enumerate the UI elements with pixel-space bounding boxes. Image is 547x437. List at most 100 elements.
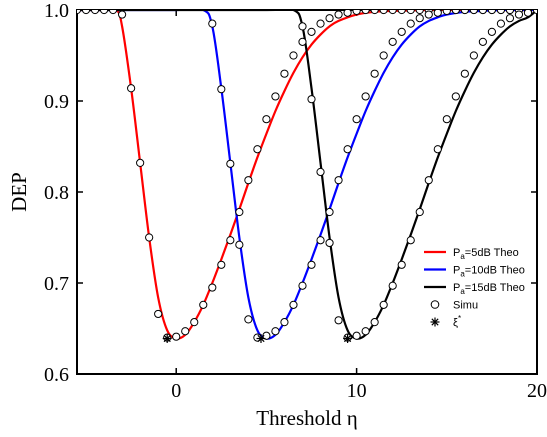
simu-marker bbox=[379, 10, 388, 15]
simu-marker bbox=[352, 331, 361, 340]
legend-swatch bbox=[430, 317, 440, 327]
simu-marker bbox=[370, 10, 379, 15]
simu-marker bbox=[316, 167, 325, 177]
xi-star-marker bbox=[162, 334, 172, 344]
simu-marker bbox=[361, 327, 370, 336]
legend-label: ξ* bbox=[453, 314, 461, 329]
simu-marker bbox=[514, 10, 524, 19]
simu-marker bbox=[451, 92, 460, 101]
simu-marker bbox=[334, 10, 343, 19]
simu-marker bbox=[262, 331, 271, 340]
simu-marker bbox=[388, 37, 397, 46]
simu-marker bbox=[298, 281, 307, 290]
simu-marker bbox=[208, 283, 217, 292]
simu-marker bbox=[217, 260, 226, 269]
simu-marker bbox=[379, 300, 388, 309]
simu-marker bbox=[406, 236, 415, 245]
simu-marker bbox=[442, 115, 451, 124]
simu-marker bbox=[325, 238, 334, 248]
xi-star-marker bbox=[256, 334, 266, 344]
simu-marker bbox=[424, 176, 433, 185]
simu-marker bbox=[325, 14, 334, 23]
simu-marker bbox=[397, 27, 406, 36]
simu-marker bbox=[415, 207, 424, 217]
simu-marker bbox=[397, 260, 406, 269]
xi-star-marker bbox=[343, 334, 353, 344]
simu-marker bbox=[181, 327, 190, 336]
simu-marker bbox=[235, 207, 244, 217]
simu-marker bbox=[487, 27, 497, 36]
y-tick-label: 0.8 bbox=[44, 182, 69, 204]
simu-marker bbox=[217, 85, 226, 94]
x-tick-label: 0 bbox=[171, 380, 181, 402]
simu-marker bbox=[208, 19, 217, 28]
simu-marker bbox=[99, 10, 109, 15]
simu-marker bbox=[460, 10, 469, 15]
simu-marker bbox=[334, 176, 343, 185]
simu-marker bbox=[298, 22, 307, 31]
simu-marker bbox=[307, 27, 316, 36]
y-tick-label: 0.7 bbox=[44, 273, 69, 295]
axis-ticks: 0 10 20 0.6 0.7 0.8 0.9 1.0 bbox=[44, 0, 547, 402]
simu-marker bbox=[469, 10, 478, 15]
simu-marker bbox=[361, 92, 370, 101]
simu-marker bbox=[370, 318, 379, 327]
x-tick-label: 20 bbox=[527, 380, 547, 402]
simu-marker bbox=[117, 10, 127, 19]
simu-marker bbox=[262, 115, 271, 124]
simu-marker bbox=[442, 10, 451, 16]
simu-marker bbox=[406, 19, 415, 28]
simu-marker bbox=[352, 10, 361, 16]
plot-frame bbox=[76, 9, 538, 375]
simu-marker bbox=[145, 233, 154, 242]
simu-marker bbox=[81, 10, 91, 15]
y-tick-label: 0.9 bbox=[44, 91, 69, 113]
marker-layer bbox=[77, 10, 537, 344]
simu-marker bbox=[352, 115, 361, 124]
simu-marker bbox=[397, 10, 406, 15]
legend-label: Pa=5dB Theo bbox=[453, 247, 519, 261]
simu-marker bbox=[451, 10, 460, 15]
simu-marker bbox=[532, 10, 537, 15]
simu-marker bbox=[271, 327, 280, 336]
simu-marker bbox=[244, 176, 253, 185]
simu-marker bbox=[370, 69, 379, 78]
simu-marker bbox=[235, 240, 244, 249]
simu-marker bbox=[424, 10, 433, 19]
simu-marker bbox=[325, 207, 334, 217]
simu-marker bbox=[280, 318, 289, 327]
simu-marker bbox=[496, 19, 506, 28]
simu-marker bbox=[226, 159, 235, 168]
simu-marker bbox=[307, 260, 316, 269]
legend-label: Simu bbox=[453, 300, 478, 312]
simu-marker bbox=[136, 158, 145, 167]
simu-marker bbox=[298, 37, 307, 46]
simu-marker bbox=[523, 10, 533, 17]
simu-marker bbox=[316, 19, 325, 28]
legend-swatch bbox=[430, 300, 440, 309]
simu-marker bbox=[253, 145, 262, 154]
simu-marker bbox=[334, 316, 343, 325]
simu-marker bbox=[154, 309, 163, 319]
simu-marker bbox=[469, 51, 478, 60]
simu-marker bbox=[478, 10, 487, 15]
simu-marker bbox=[190, 318, 199, 327]
simu-marker bbox=[289, 51, 298, 60]
simu-marker bbox=[316, 236, 325, 245]
legend: Pa=5dB Theo Pa=10dB Theo Pa=15dB Theo Simu ξ… bbox=[424, 247, 525, 329]
simu-marker bbox=[406, 10, 415, 15]
simu-marker bbox=[433, 145, 442, 154]
simu-marker bbox=[415, 10, 424, 15]
simu-marker bbox=[388, 281, 397, 290]
simu-marker bbox=[108, 10, 118, 15]
simu-marker bbox=[271, 92, 280, 101]
simu-marker bbox=[478, 37, 487, 46]
simu-marker bbox=[505, 14, 515, 23]
series-line-10db bbox=[77, 10, 537, 340]
y-axis-label: DEP bbox=[7, 172, 31, 212]
simu-marker bbox=[343, 10, 352, 17]
x-axis-label: Threshold η bbox=[256, 406, 357, 430]
simu-marker bbox=[199, 300, 208, 309]
simu-marker bbox=[487, 10, 497, 15]
